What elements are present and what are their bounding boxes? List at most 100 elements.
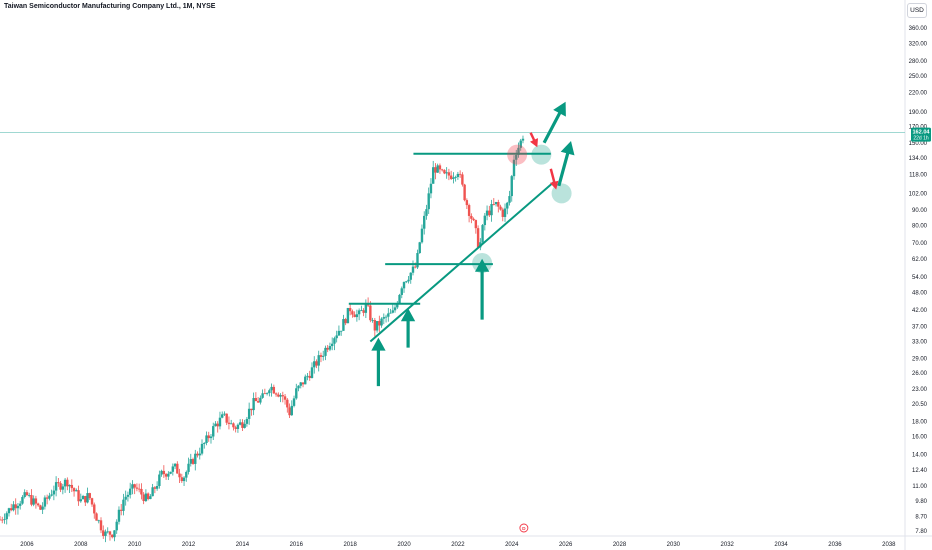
candle-body [187, 463, 190, 472]
up-arrow[interactable] [475, 258, 490, 320]
candle-body [346, 308, 350, 324]
trend-line[interactable] [369, 180, 556, 343]
highlight-circle-red[interactable] [507, 144, 528, 165]
candle-body [474, 220, 478, 229]
candle-body [308, 375, 311, 378]
candle-body [420, 228, 424, 243]
candle-body [238, 422, 242, 425]
up-arrow[interactable] [371, 337, 386, 387]
candle-body [256, 401, 260, 403]
up-arrow[interactable] [542, 101, 566, 144]
candle-body [232, 423, 235, 428]
candle-body [317, 355, 320, 366]
candle-body [243, 423, 246, 428]
y-tick-label: 11.00 [912, 484, 927, 490]
candle-body [79, 499, 83, 502]
y-tick-label: 33.00 [912, 340, 928, 346]
candle-body [75, 490, 78, 492]
candle-body [137, 488, 141, 490]
candle-body [196, 453, 199, 456]
candle-body [140, 488, 143, 495]
candle-body [301, 382, 305, 385]
highlight-circle-green[interactable] [531, 144, 552, 165]
y-tick-label: 134.00 [909, 156, 928, 162]
candle-body [236, 424, 240, 429]
candle-body [3, 519, 6, 521]
up-arrow[interactable] [400, 308, 416, 348]
candle-body [335, 335, 338, 339]
candle-body [128, 488, 132, 495]
candle-body [191, 459, 195, 464]
y-tick-label: 320.00 [909, 41, 928, 47]
candle-body [398, 294, 401, 304]
candle-body [414, 266, 417, 268]
candle-body [434, 167, 437, 173]
candle-body [176, 463, 179, 474]
candle-body [378, 321, 381, 326]
candle-body [182, 477, 186, 482]
candle-body [48, 495, 51, 499]
y-tick-label: 7.80 [915, 529, 927, 535]
candle-body [521, 138, 525, 141]
x-tick-label: 2016 [290, 542, 304, 548]
candle-body [310, 367, 314, 378]
candle-body [115, 521, 118, 531]
y-tick-label: 26.00 [912, 371, 928, 377]
y-tick-label: 280.00 [909, 59, 928, 65]
y-tick-label: 37.00 [912, 325, 928, 331]
candle-body [21, 496, 24, 504]
x-tick-label: 2030 [667, 542, 681, 548]
candle-body [171, 466, 175, 472]
drawings-layer[interactable] [348, 101, 575, 387]
candle-body [250, 408, 253, 411]
currency-button[interactable]: USD [907, 3, 927, 18]
candle-body [252, 398, 255, 411]
candle-body [456, 173, 460, 178]
x-tick-label: 2026 [559, 542, 573, 548]
candle-body [384, 316, 388, 318]
y-tick-label: 9.80 [915, 499, 927, 505]
candle-body [400, 288, 403, 295]
candle-body [142, 494, 145, 502]
candle-body [102, 530, 105, 536]
candle-body [393, 307, 397, 311]
candle-body [207, 435, 210, 439]
candle-body [373, 320, 377, 331]
candle-body [120, 509, 123, 511]
highlight-circle-green[interactable] [551, 183, 572, 204]
dividend-marker[interactable]: D [519, 523, 529, 533]
y-tick-label: 16.00 [912, 435, 928, 441]
dividend-icon[interactable] [519, 523, 529, 533]
candle-body [149, 496, 152, 500]
x-tick-label: 2024 [505, 542, 519, 548]
candle-body [443, 170, 446, 174]
dividend-glyph: D [522, 526, 526, 532]
candle-body [194, 453, 197, 464]
candle-body [45, 497, 49, 499]
candle-body [463, 184, 466, 201]
up-arrow[interactable] [557, 141, 575, 187]
y-axis[interactable]: 360.00 320.00 280.00 250.00 220.00 190.00 170.… [909, 26, 928, 535]
down-arrow[interactable] [549, 168, 559, 190]
x-tick-label: 2006 [20, 542, 34, 548]
candle-body [68, 484, 71, 487]
candle-body [221, 414, 224, 418]
x-tick-label: 2014 [236, 542, 250, 548]
candle-body [30, 495, 33, 505]
candle-body [12, 504, 15, 511]
candle-body [66, 479, 69, 487]
y-tick-label: 118.00 [909, 172, 928, 178]
candle-body [409, 272, 412, 280]
candle-body [490, 204, 493, 216]
down-arrow[interactable] [529, 132, 539, 148]
x-tick-label: 2012 [182, 542, 196, 548]
candle-body [375, 321, 379, 331]
candle-body [131, 484, 134, 489]
x-axis[interactable]: 2006 2008 2010 2012 2014 2016 2018 2020 2022 2024… [20, 542, 896, 548]
y-tick-label: 70.00 [912, 241, 928, 247]
candle-body [146, 493, 150, 500]
x-tick-label: 2038 [882, 542, 896, 548]
candle-body [429, 183, 433, 194]
